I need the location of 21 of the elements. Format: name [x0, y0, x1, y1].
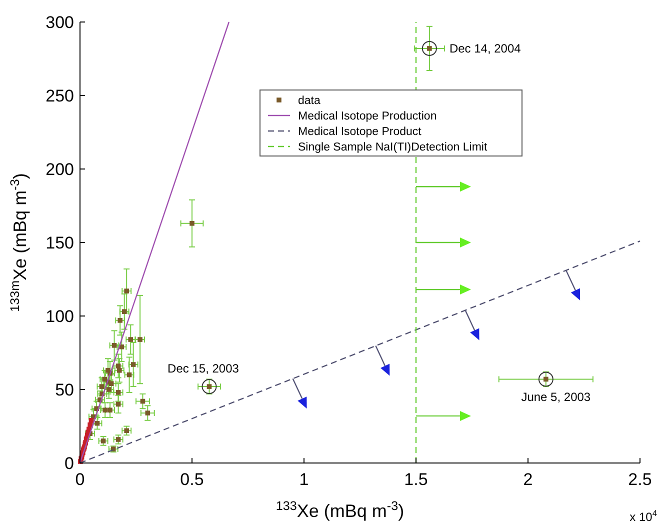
legend-label: Single Sample NaI(TI)Detection Limit: [298, 142, 488, 154]
legend-label: Medical Isotope Production: [298, 110, 437, 122]
x-axis-title: $^{133}$Xe (mBq m$^{-3}$): [276, 499, 404, 521]
x-tick-label: 2: [523, 470, 533, 489]
y-tick-label: 200: [46, 160, 74, 179]
x-tick-label: 1.5: [404, 470, 428, 489]
legend-label: data: [298, 95, 321, 107]
y-tick-label: 0: [64, 454, 74, 473]
x-tick-label: 1: [299, 470, 309, 489]
y-tick-label: 300: [46, 13, 74, 32]
annotation: June 5, 2003: [521, 390, 591, 404]
text: x 10$^{4}$: [630, 508, 658, 524]
annotation: Dec 14, 2004: [449, 41, 522, 56]
y-tick-label: 150: [46, 234, 74, 252]
y-tick-label: 50: [55, 380, 74, 400]
y-tick-label: 250: [46, 86, 74, 106]
y-tick-label: 100: [46, 307, 74, 326]
annotation: Dec 15, 2003: [168, 362, 240, 376]
legend-label: Medical Isotope Product: [298, 126, 422, 138]
x-tick-label: 0.5: [180, 470, 204, 489]
x-tick-label: 2.5: [628, 470, 652, 489]
